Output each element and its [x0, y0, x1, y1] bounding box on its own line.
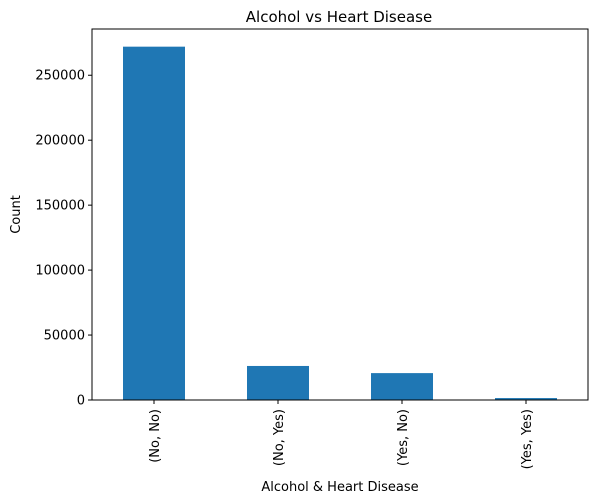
bar-1 — [247, 365, 309, 400]
y-tick-label: 0 — [77, 394, 85, 409]
bar-2 — [371, 373, 433, 400]
bar-0 — [123, 46, 185, 401]
plot-frame — [91, 28, 589, 401]
x-axis-label: Alcohol & Heart Disease — [261, 480, 418, 495]
bar-3 — [495, 398, 557, 400]
x-tick-label: (No, No) — [148, 409, 163, 463]
y-tick-label: 250000 — [35, 69, 85, 84]
x-tick-label: (Yes, No) — [396, 409, 411, 466]
x-tick-label: (Yes, Yes) — [520, 409, 535, 469]
x-tick-label: (No, Yes) — [272, 409, 287, 466]
x-axis: (No, No) (No, Yes) (Yes, No) (Yes, Yes) — [148, 400, 535, 469]
y-tick-label: 150000 — [35, 199, 85, 214]
chart-title: Alcohol vs Heart Disease — [246, 8, 432, 26]
y-axis: 0 50000 100000 150000 200000 250000 — [35, 69, 92, 409]
y-tick-label: 200000 — [35, 134, 85, 149]
y-axis-label: Count — [9, 195, 24, 234]
y-tick-label: 50000 — [44, 329, 85, 344]
y-tick-label: 100000 — [35, 264, 85, 279]
bars-group — [123, 46, 557, 401]
